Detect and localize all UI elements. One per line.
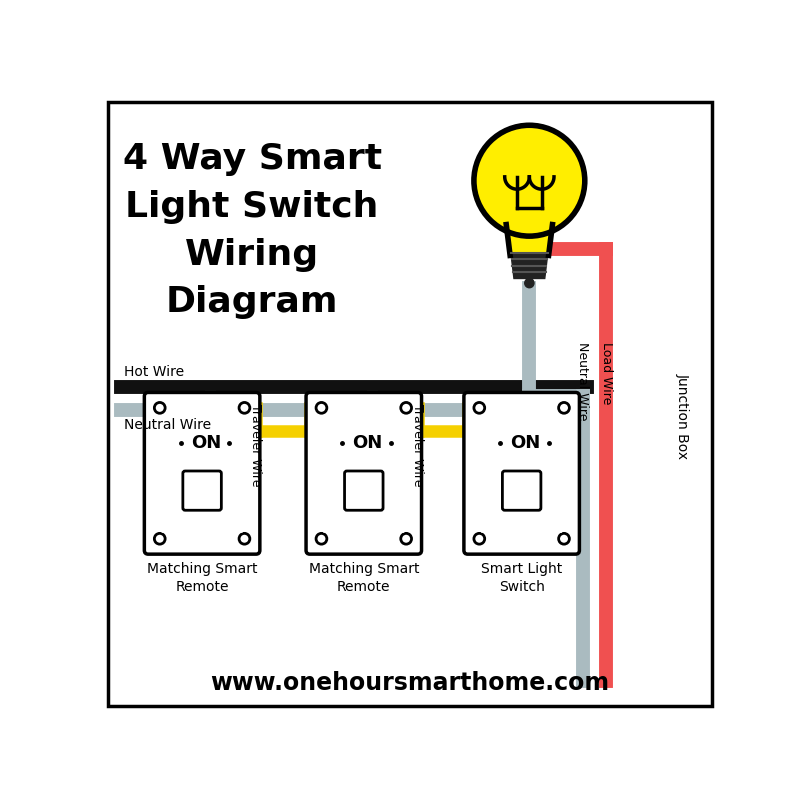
FancyBboxPatch shape [345,471,383,510]
Text: ON: ON [191,434,221,451]
FancyBboxPatch shape [144,393,260,554]
Text: ON: ON [510,434,541,451]
Text: Traveler Wire: Traveler Wire [411,404,424,486]
Text: Neutral Wire: Neutral Wire [123,418,210,432]
Polygon shape [483,470,560,531]
Text: ON: ON [353,434,382,451]
Polygon shape [511,253,548,278]
Text: Smart Light
Switch: Smart Light Switch [481,562,562,594]
FancyBboxPatch shape [306,393,422,554]
Polygon shape [326,470,402,531]
Circle shape [474,126,585,236]
FancyBboxPatch shape [502,471,541,510]
Text: www.onehoursmarthome.com: www.onehoursmarthome.com [210,670,610,694]
Text: Load Wire: Load Wire [599,342,613,405]
FancyBboxPatch shape [464,393,579,554]
Polygon shape [506,225,553,255]
Text: 4 Way Smart
Light Switch
Wiring
Diagram: 4 Way Smart Light Switch Wiring Diagram [122,142,382,319]
Text: Traveler Wire: Traveler Wire [249,404,262,486]
Text: Matching Smart
Remote: Matching Smart Remote [309,562,419,594]
Text: Matching Smart
Remote: Matching Smart Remote [147,562,258,594]
Polygon shape [163,470,241,531]
Text: Junction Box: Junction Box [675,373,690,459]
Text: Neutral Wire: Neutral Wire [577,342,590,421]
Circle shape [525,278,534,288]
FancyBboxPatch shape [183,471,222,510]
Text: Hot Wire: Hot Wire [123,366,184,379]
